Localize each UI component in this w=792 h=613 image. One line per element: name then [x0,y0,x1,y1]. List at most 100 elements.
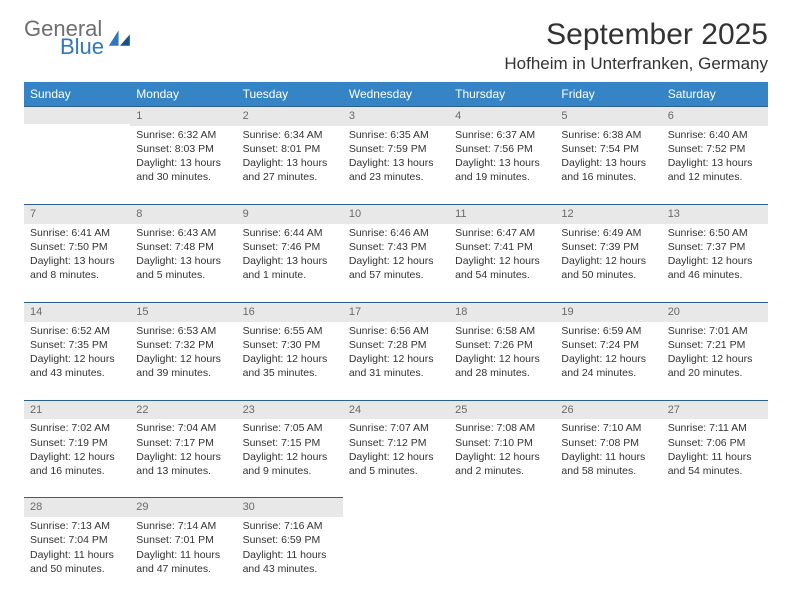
sunrise-line: Sunrise: 6:59 AM [561,324,655,338]
sunset-line: Sunset: 7:56 PM [455,142,549,156]
calendar-day-cell: 5Sunrise: 6:38 AMSunset: 7:54 PMDaylight… [555,106,661,204]
day-details: Sunrise: 6:35 AMSunset: 7:59 PMDaylight:… [343,126,449,204]
calendar-day-cell: 21Sunrise: 7:02 AMSunset: 7:19 PMDayligh… [24,400,130,498]
day-number: 12 [555,204,661,224]
day-number: 25 [449,400,555,420]
daylight-line: Daylight: 13 hours and 30 minutes. [136,156,230,184]
sunrise-line: Sunrise: 6:35 AM [349,128,443,142]
day-details: Sunrise: 6:59 AMSunset: 7:24 PMDaylight:… [555,322,661,400]
day-number: 4 [449,106,555,126]
day-number [555,497,661,515]
sunset-line: Sunset: 7:48 PM [136,240,230,254]
sunset-line: Sunset: 7:54 PM [561,142,655,156]
day-details: Sunrise: 6:38 AMSunset: 7:54 PMDaylight:… [555,126,661,204]
daylight-line: Daylight: 12 hours and 2 minutes. [455,450,549,478]
calendar-week-row: 1Sunrise: 6:32 AMSunset: 8:03 PMDaylight… [24,106,768,204]
daylight-line: Daylight: 12 hours and 57 minutes. [349,254,443,282]
day-details: Sunrise: 6:55 AMSunset: 7:30 PMDaylight:… [237,322,343,400]
calendar-page: General Blue September 2025 Hofheim in U… [0,0,792,613]
day-number [449,497,555,515]
daylight-line: Daylight: 13 hours and 5 minutes. [136,254,230,282]
sunset-line: Sunset: 7:24 PM [561,338,655,352]
sunset-line: Sunset: 7:21 PM [668,338,762,352]
title-block: September 2025 Hofheim in Unterfranken, … [504,18,768,74]
daylight-line: Daylight: 12 hours and 31 minutes. [349,352,443,380]
sunrise-line: Sunrise: 6:55 AM [243,324,337,338]
calendar-week-row: 7Sunrise: 6:41 AMSunset: 7:50 PMDaylight… [24,204,768,302]
calendar-table: SundayMondayTuesdayWednesdayThursdayFrid… [24,82,768,595]
day-number: 17 [343,302,449,322]
day-number: 18 [449,302,555,322]
sunset-line: Sunset: 7:06 PM [668,436,762,450]
sunrise-line: Sunrise: 7:16 AM [243,519,337,533]
calendar-day-cell: 19Sunrise: 6:59 AMSunset: 7:24 PMDayligh… [555,302,661,400]
sunrise-line: Sunrise: 6:50 AM [668,226,762,240]
day-number [343,497,449,515]
day-details: Sunrise: 7:02 AMSunset: 7:19 PMDaylight:… [24,419,130,497]
calendar-day-cell [662,497,768,595]
calendar-day-cell [555,497,661,595]
calendar-day-cell: 2Sunrise: 6:34 AMSunset: 8:01 PMDaylight… [237,106,343,204]
daylight-line: Daylight: 12 hours and 35 minutes. [243,352,337,380]
sunset-line: Sunset: 6:59 PM [243,533,337,547]
sunset-line: Sunset: 7:32 PM [136,338,230,352]
logo-text-blue: Blue [60,36,104,58]
day-number: 24 [343,400,449,420]
sunrise-line: Sunrise: 6:40 AM [668,128,762,142]
calendar-day-cell: 22Sunrise: 7:04 AMSunset: 7:17 PMDayligh… [130,400,236,498]
daylight-line: Daylight: 11 hours and 54 minutes. [668,450,762,478]
sunset-line: Sunset: 8:03 PM [136,142,230,156]
sunrise-line: Sunrise: 7:14 AM [136,519,230,533]
calendar-day-cell: 8Sunrise: 6:43 AMSunset: 7:48 PMDaylight… [130,204,236,302]
day-details: Sunrise: 6:52 AMSunset: 7:35 PMDaylight:… [24,322,130,400]
calendar-day-cell: 13Sunrise: 6:50 AMSunset: 7:37 PMDayligh… [662,204,768,302]
calendar-week-row: 14Sunrise: 6:52 AMSunset: 7:35 PMDayligh… [24,302,768,400]
daylight-line: Daylight: 12 hours and 28 minutes. [455,352,549,380]
day-number: 15 [130,302,236,322]
day-details: Sunrise: 6:46 AMSunset: 7:43 PMDaylight:… [343,224,449,302]
sunset-line: Sunset: 7:28 PM [349,338,443,352]
day-number: 8 [130,204,236,224]
daylight-line: Daylight: 12 hours and 50 minutes. [561,254,655,282]
sunrise-line: Sunrise: 7:10 AM [561,421,655,435]
calendar-day-cell: 11Sunrise: 6:47 AMSunset: 7:41 PMDayligh… [449,204,555,302]
logo: General Blue [24,18,134,58]
daylight-line: Daylight: 11 hours and 43 minutes. [243,548,337,576]
sunrise-line: Sunrise: 6:47 AM [455,226,549,240]
daylight-line: Daylight: 11 hours and 47 minutes. [136,548,230,576]
calendar-day-cell [343,497,449,595]
day-details: Sunrise: 6:56 AMSunset: 7:28 PMDaylight:… [343,322,449,400]
sunset-line: Sunset: 7:15 PM [243,436,337,450]
day-details: Sunrise: 6:58 AMSunset: 7:26 PMDaylight:… [449,322,555,400]
day-number: 22 [130,400,236,420]
day-number: 29 [130,497,236,517]
sunset-line: Sunset: 7:37 PM [668,240,762,254]
sunset-line: Sunset: 7:08 PM [561,436,655,450]
calendar-week-row: 28Sunrise: 7:13 AMSunset: 7:04 PMDayligh… [24,497,768,595]
day-details: Sunrise: 7:11 AMSunset: 7:06 PMDaylight:… [662,419,768,497]
day-details: Sunrise: 6:43 AMSunset: 7:48 PMDaylight:… [130,224,236,302]
day-details: Sunrise: 6:34 AMSunset: 8:01 PMDaylight:… [237,126,343,204]
month-title: September 2025 [504,18,768,52]
day-number: 9 [237,204,343,224]
calendar-day-cell: 12Sunrise: 6:49 AMSunset: 7:39 PMDayligh… [555,204,661,302]
day-number: 27 [662,400,768,420]
day-number: 14 [24,302,130,322]
day-details: Sunrise: 6:50 AMSunset: 7:37 PMDaylight:… [662,224,768,302]
day-details: Sunrise: 7:05 AMSunset: 7:15 PMDaylight:… [237,419,343,497]
daylight-line: Daylight: 13 hours and 23 minutes. [349,156,443,184]
calendar-day-cell: 6Sunrise: 6:40 AMSunset: 7:52 PMDaylight… [662,106,768,204]
calendar-day-cell: 29Sunrise: 7:14 AMSunset: 7:01 PMDayligh… [130,497,236,595]
daylight-line: Daylight: 11 hours and 58 minutes. [561,450,655,478]
sunrise-line: Sunrise: 6:52 AM [30,324,124,338]
day-number: 20 [662,302,768,322]
sunset-line: Sunset: 7:26 PM [455,338,549,352]
daylight-line: Daylight: 12 hours and 43 minutes. [30,352,124,380]
calendar-day-cell: 30Sunrise: 7:16 AMSunset: 6:59 PMDayligh… [237,497,343,595]
column-header: Wednesday [343,82,449,106]
sunrise-line: Sunrise: 6:49 AM [561,226,655,240]
day-number: 13 [662,204,768,224]
calendar-day-cell [449,497,555,595]
daylight-line: Daylight: 12 hours and 13 minutes. [136,450,230,478]
daylight-line: Daylight: 12 hours and 20 minutes. [668,352,762,380]
